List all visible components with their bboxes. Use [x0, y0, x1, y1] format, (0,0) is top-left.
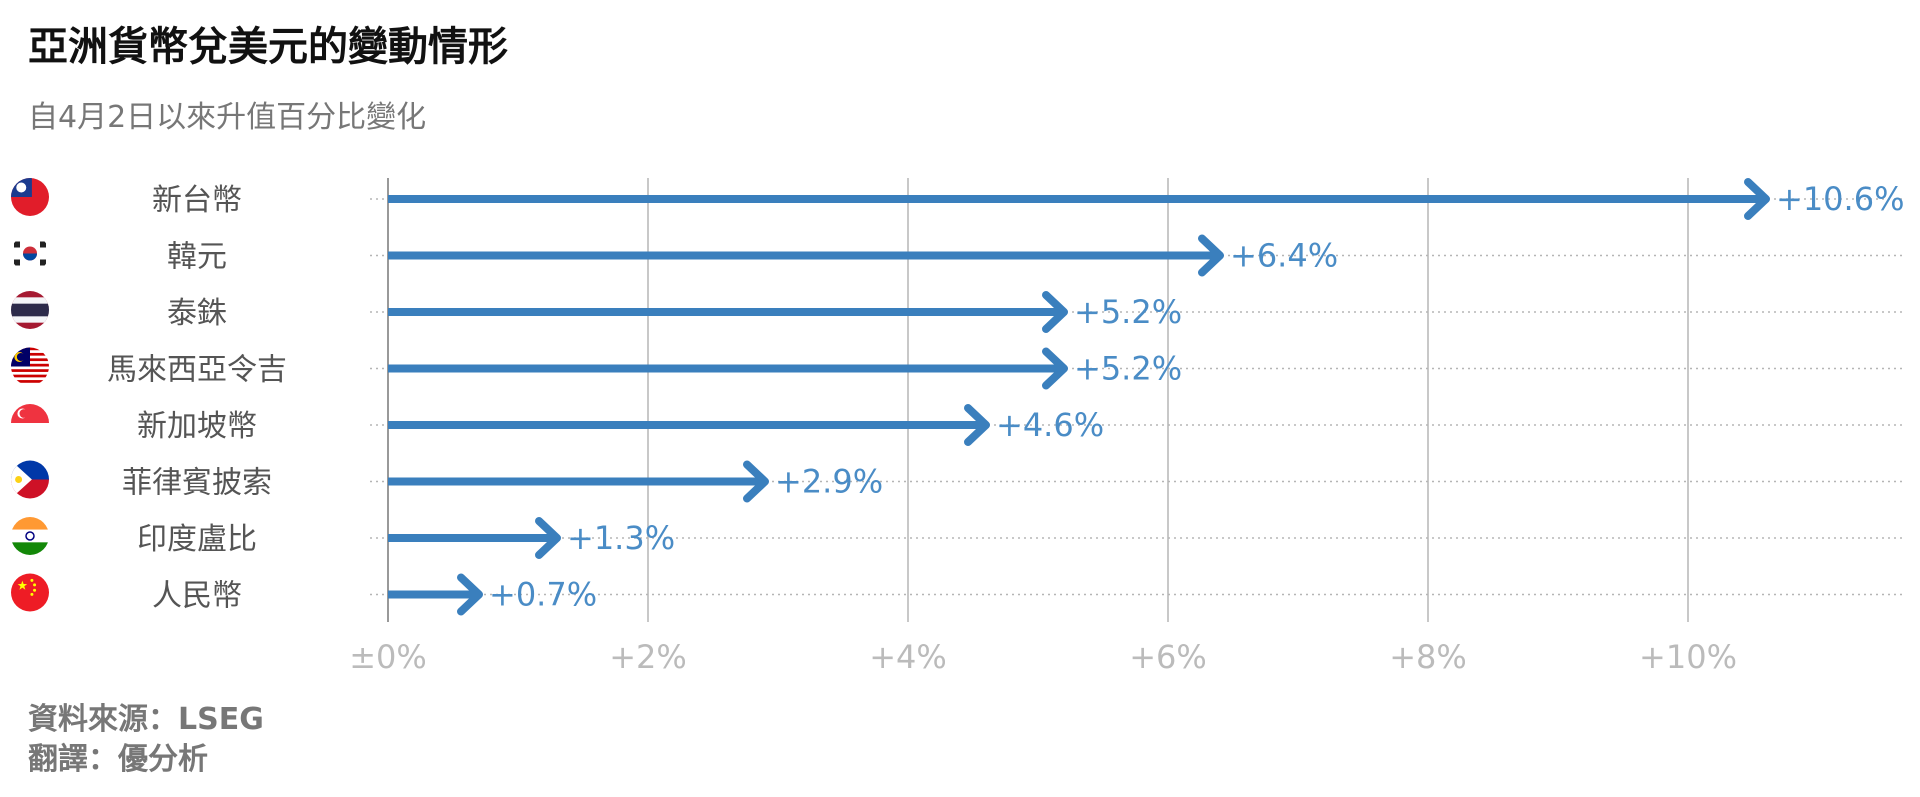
- category-label: 新加坡幣: [137, 409, 257, 444]
- data-label: +2.9%: [775, 463, 883, 501]
- category-label: 韓元: [167, 240, 227, 275]
- x-tick-label: +6%: [1129, 638, 1207, 676]
- source-note: 資料來源：LSEG 翻譯：優分析: [28, 700, 264, 780]
- chart-subtitle: 自4月2日以來升值百分比變化: [28, 100, 427, 135]
- bar-arrowhead: [964, 404, 990, 446]
- translation-text: 翻譯：優分析: [28, 742, 208, 777]
- category-label: 人民幣: [152, 579, 242, 614]
- bar-arrowhead: [1042, 347, 1068, 390]
- thailand-flag-icon: [11, 291, 49, 329]
- data-label: +6.4%: [1230, 237, 1338, 275]
- bar-arrowhead: [457, 573, 483, 616]
- category-label: 泰銖: [167, 296, 227, 331]
- singapore-flag-icon: [11, 404, 49, 442]
- bar-arrowhead: [1198, 234, 1224, 277]
- x-tick-label: +4%: [869, 638, 947, 676]
- x-tick-label: ±0%: [349, 638, 427, 676]
- data-label: +1.3%: [567, 519, 675, 557]
- data-label: +5.2%: [1074, 350, 1182, 388]
- malaysia-flag-icon: [11, 347, 49, 383]
- south-korea-flag-icon: [11, 234, 49, 273]
- bar-arrowhead: [535, 517, 561, 559]
- data-label: +0.7%: [489, 576, 597, 614]
- bar-arrowhead: [1042, 291, 1068, 333]
- data-label: +10.6%: [1776, 180, 1904, 218]
- x-tick-label: +8%: [1389, 638, 1467, 676]
- data-label: +4.6%: [996, 406, 1104, 444]
- x-tick-label: +2%: [609, 638, 687, 676]
- source-text: 資料來源：LSEG: [28, 702, 264, 737]
- chart-title: 亞洲貨幣兌美元的變動情形: [28, 24, 508, 70]
- data-label: +5.2%: [1074, 293, 1182, 331]
- bar-arrowhead: [743, 460, 769, 503]
- india-flag-icon: [11, 517, 49, 555]
- category-label: 新台幣: [152, 183, 242, 218]
- bar-arrowhead: [1744, 178, 1770, 220]
- philippines-flag-icon: [11, 460, 49, 499]
- taiwan-flag-icon: [11, 178, 49, 216]
- category-label: 菲律賓披索: [122, 466, 272, 501]
- x-tick-label: +10%: [1639, 638, 1737, 676]
- category-label: 印度盧比: [137, 522, 257, 557]
- china-flag-icon: [11, 573, 49, 612]
- category-label: 馬來西亞令吉: [107, 353, 287, 388]
